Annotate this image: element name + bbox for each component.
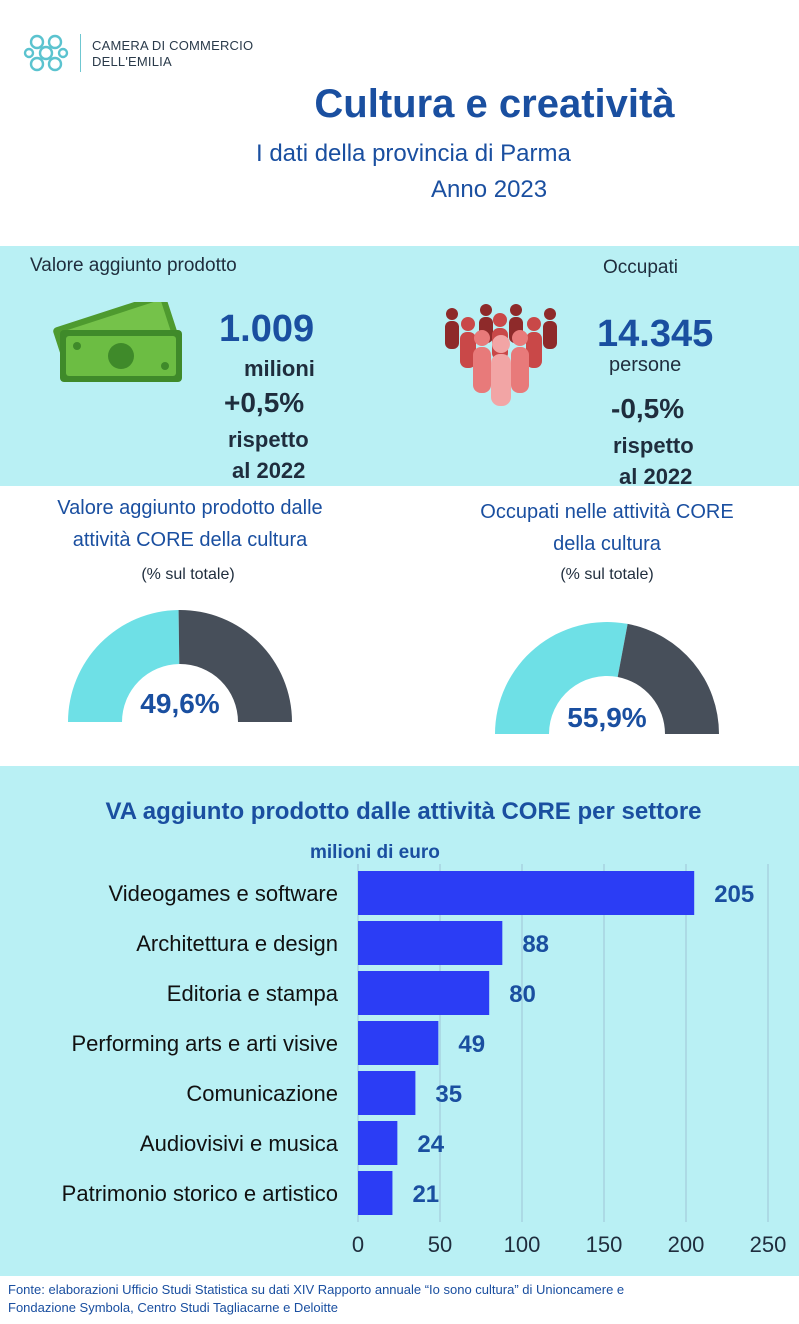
bar: [358, 921, 503, 965]
kpi-va-value: 1.009: [219, 308, 315, 350]
category-label: Performing arts e arti visive: [71, 1031, 338, 1056]
gauge-va-value: 49,6%: [140, 688, 220, 719]
x-tick-label: 250: [750, 1232, 787, 1257]
x-tick-label: 100: [504, 1232, 541, 1257]
kpi-occ-ref-1: rispetto: [613, 433, 694, 458]
category-label: Patrimonio storico e artistico: [62, 1181, 338, 1206]
kpi-va-label: Valore aggiunto prodotto: [30, 255, 237, 276]
data-label: 49: [458, 1031, 485, 1058]
kpi-occ-unit: persone: [609, 354, 682, 376]
gauge-va-rest-arc: [178, 610, 292, 722]
bar: [358, 1071, 416, 1115]
gauge-va-chart: [68, 610, 292, 722]
x-tick-label: 50: [428, 1232, 452, 1257]
footer-line-1: Fonte: elaborazioni Ufficio Studi Statis…: [8, 1282, 625, 1297]
kpi-va-change: +0,5%: [224, 387, 305, 418]
bar: [358, 871, 695, 915]
gauge-occ-fill-arc: [495, 622, 628, 734]
gauge-occ-chart: [495, 622, 719, 734]
bar-chart: 0 50 100 150 200 250 Videogames e software 205 A…: [62, 864, 787, 1257]
data-label: 88: [522, 931, 549, 958]
data-label: 35: [435, 1081, 462, 1108]
x-tick-label: 150: [586, 1232, 623, 1257]
people-group-icon: [445, 304, 557, 406]
page-title: Cultura e creatività: [314, 82, 675, 126]
category-label: Videogames e software: [108, 881, 338, 906]
gauge-occ-title-1: Occupati nelle attività CORE: [480, 501, 734, 523]
footer-line-2: Fondazione Symbola, Centro Studi Tagliac…: [8, 1300, 339, 1315]
data-label: 21: [412, 1181, 439, 1208]
logo-text: CAMERA DI COMMERCIO DELL'EMILIA: [92, 38, 253, 70]
data-label: 24: [417, 1131, 444, 1158]
money-icon: [53, 302, 182, 382]
category-label: Editoria e stampa: [167, 981, 339, 1006]
page-subtitle: I dati della provincia di Parma: [256, 140, 571, 167]
kpi-occ-change: -0,5%: [611, 393, 685, 424]
kpi-va-unit: milioni: [244, 356, 315, 381]
x-tick-label: 200: [668, 1232, 705, 1257]
logo-divider: [80, 34, 81, 72]
gauge-occ-subtitle: (% sul totale): [560, 566, 654, 583]
bar: [358, 1121, 398, 1165]
bar: [358, 971, 490, 1015]
data-label: 80: [509, 981, 536, 1008]
gauge-occ-value: 55,9%: [567, 702, 647, 733]
gauge-occ-title: Occupati nelle attività CORE della cultu…: [412, 496, 799, 560]
gauge-va-subtitle: (% sul totale): [141, 566, 235, 583]
kpi-occ-ref-2: al 2022: [619, 464, 693, 489]
kpi-va-ref-2: al 2022: [232, 458, 306, 483]
bar: [358, 1171, 393, 1215]
kpi-va-ref-1: rispetto: [228, 427, 309, 452]
category-label: Architettura e design: [136, 931, 338, 956]
chart-title: VA aggiunto prodotto dalle attività CORE…: [105, 798, 702, 825]
category-label: Audiovisivi e musica: [140, 1131, 339, 1156]
gauge-va-title: Valore aggiunto prodotto dalle attività …: [0, 492, 380, 556]
x-tick-label: 0: [352, 1232, 364, 1257]
gauge-va-title-2: attività CORE della cultura: [72, 529, 308, 551]
chamber-logo-icon: [23, 34, 69, 72]
category-label: Comunicazione: [186, 1081, 338, 1106]
bar: [358, 1021, 439, 1065]
gauge-occ-rest-arc: [617, 623, 719, 734]
logo-line-1: CAMERA DI COMMERCIO: [92, 38, 254, 53]
chart-subtitle: milioni di euro: [310, 842, 440, 863]
gauge-va-fill-arc: [68, 610, 180, 722]
footer-source: Fonte: elaborazioni Ufficio Studi Statis…: [8, 1281, 788, 1317]
page-year: Anno 2023: [431, 176, 548, 203]
kpi-occ-label: Occupati: [603, 257, 678, 278]
kpi-occ-value: 14.345: [597, 313, 714, 355]
data-label: 205: [714, 881, 754, 908]
gauge-va-title-1: Valore aggiunto prodotto dalle: [57, 497, 323, 519]
logo-line-2: DELL'EMILIA: [92, 54, 172, 69]
gauge-occ-title-2: della cultura: [553, 533, 661, 555]
